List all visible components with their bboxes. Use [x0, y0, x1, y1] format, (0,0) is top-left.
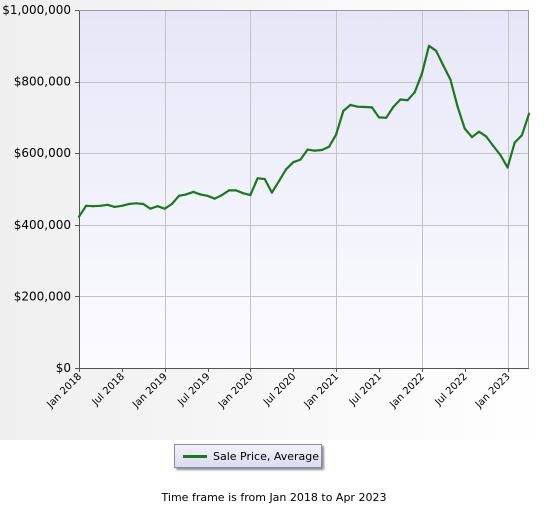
data-point [492, 144, 495, 148]
data-point [449, 78, 452, 81]
data-point [249, 194, 252, 197]
data-point [406, 99, 409, 102]
data-point [477, 130, 481, 133]
data-point [342, 109, 345, 113]
time-frame-note: Time frame is from Jan 2018 to Apr 2023 [161, 491, 387, 504]
data-point [206, 194, 209, 197]
legend: Sale Price, Average [174, 444, 322, 468]
y-tick-label: $1,000,000 [2, 3, 71, 17]
data-point [513, 141, 516, 144]
data-point [299, 158, 302, 161]
data-point [356, 105, 359, 108]
chart: $0 $200,000 $400,000 $600,000 $800,000 $1,000… [0, 0, 548, 440]
y-axis-tick-labels: $0 $200,000 $400,000 $600,000 $800,000 $1,000… [2, 3, 71, 375]
data-point [192, 190, 195, 193]
data-point [77, 215, 81, 218]
data-point [156, 205, 159, 208]
data-point [227, 189, 231, 192]
data-point [163, 207, 166, 210]
y-tick-label: $0 [56, 361, 71, 375]
data-point [485, 135, 488, 138]
data-point [256, 177, 259, 180]
series-line-sale-price-average [77, 44, 531, 218]
data-point [413, 91, 416, 94]
data-point [420, 72, 423, 75]
data-point [142, 202, 145, 206]
data-point [213, 197, 216, 200]
data-point [335, 133, 338, 136]
data-point [363, 105, 366, 109]
data-point [277, 180, 281, 183]
data-point [113, 205, 116, 208]
legend-swatch [183, 454, 207, 458]
data-point [270, 191, 273, 194]
data-point [349, 103, 352, 106]
data-point [385, 116, 388, 119]
data-point [399, 98, 402, 101]
data-point [435, 49, 438, 52]
data-point [120, 204, 123, 207]
y-tick-label: $600,000 [14, 146, 71, 160]
plot-background [79, 10, 529, 368]
axes [75, 10, 529, 372]
legend-label: Sale Price, Average [213, 449, 320, 463]
data-point [463, 127, 466, 130]
series-layer [77, 44, 531, 218]
data-point [320, 148, 323, 152]
y-tick-label: $400,000 [14, 218, 71, 232]
data-point [306, 148, 309, 151]
data-point [177, 194, 181, 197]
data-point [292, 161, 295, 164]
data-point [220, 194, 223, 197]
data-point [392, 105, 395, 109]
data-point [242, 192, 245, 195]
data-point [313, 149, 316, 152]
data-point [85, 204, 88, 207]
data-point [442, 64, 445, 67]
data-point [127, 202, 131, 206]
data-point [470, 136, 473, 139]
data-point [456, 105, 459, 108]
data-point [427, 44, 431, 47]
data-point [235, 189, 238, 192]
data-point [99, 204, 102, 207]
y-tick-label: $800,000 [14, 75, 71, 89]
chart-svg: $0 $200,000 $400,000 $600,000 $800,000 $1,000… [0, 0, 548, 440]
data-point [370, 106, 373, 109]
data-point [170, 202, 173, 206]
data-point [506, 166, 509, 169]
data-point [520, 134, 524, 137]
data-point [327, 145, 331, 148]
data-point [377, 116, 381, 119]
y-tick-label: $200,000 [14, 289, 71, 303]
data-point [527, 112, 531, 115]
data-point [185, 193, 188, 196]
data-point [263, 177, 266, 181]
data-point [499, 153, 502, 157]
data-point [149, 207, 152, 210]
data-point [92, 205, 95, 208]
data-point [285, 168, 288, 171]
data-point [199, 193, 202, 196]
data-point [106, 203, 109, 206]
data-point [135, 202, 138, 205]
